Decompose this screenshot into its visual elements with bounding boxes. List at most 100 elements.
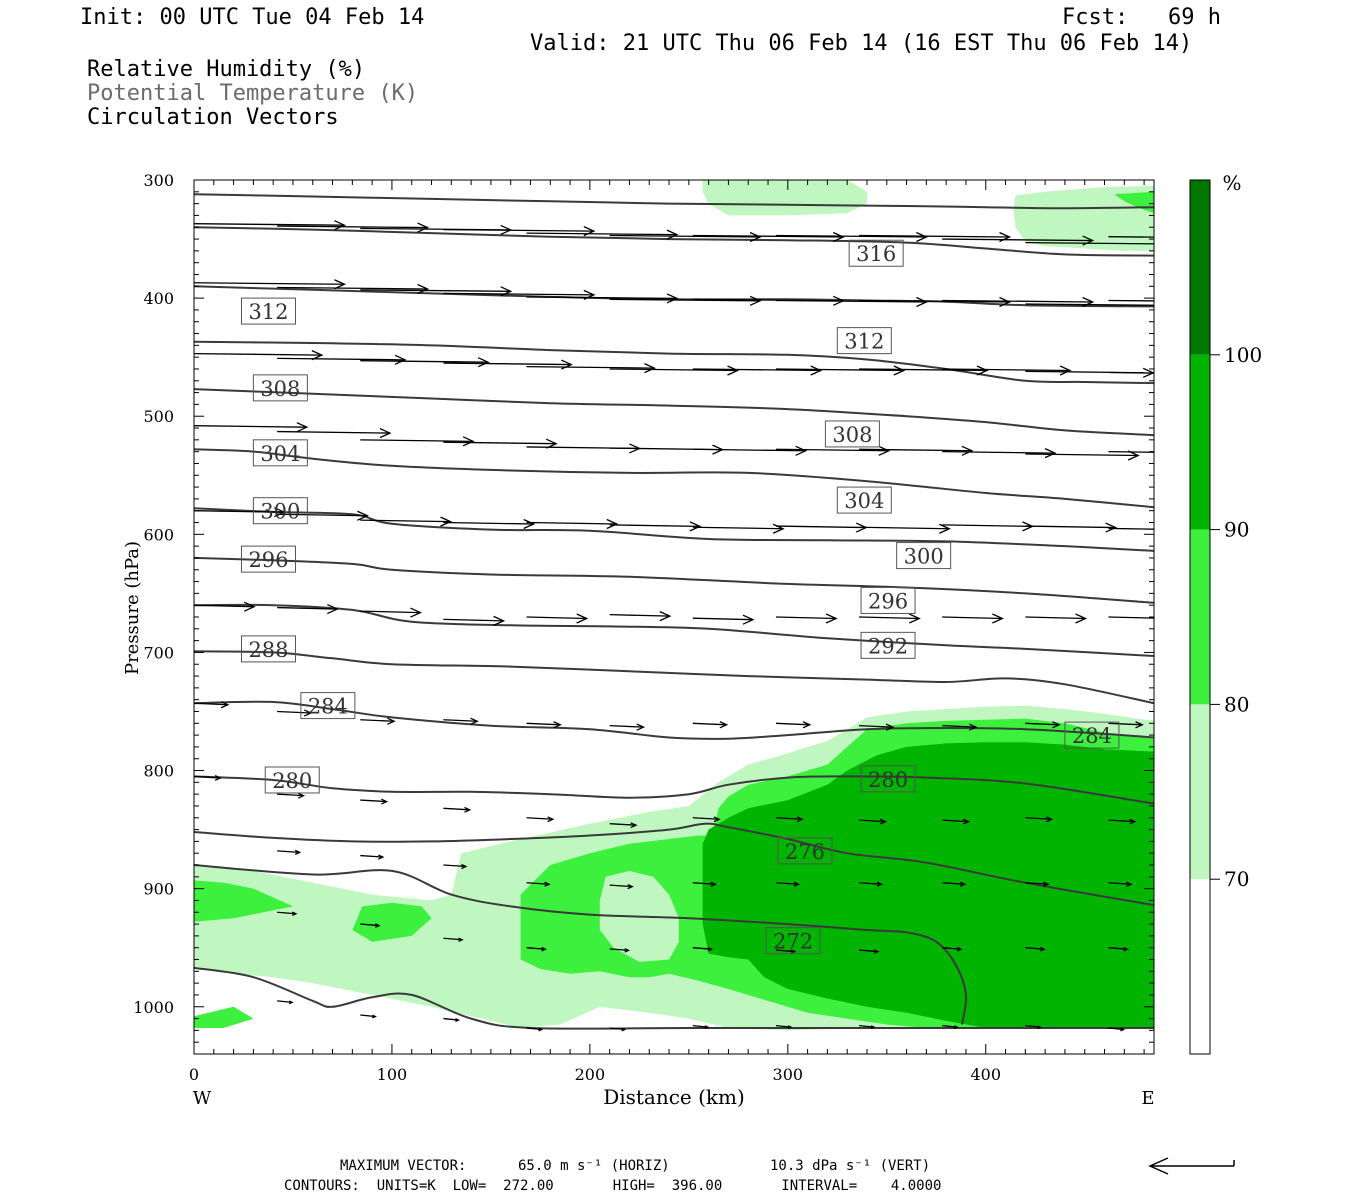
circulation-vector: [1025, 881, 1050, 887]
circulation-vector: [609, 723, 646, 731]
circulation-vector: [1025, 241, 1154, 245]
init-time: Init: 00 UTC Tue 04 Feb 14: [80, 5, 425, 30]
theta-contour-316: [194, 193, 1154, 210]
circulation-vector: [1108, 818, 1137, 825]
circulation-vector: [526, 816, 555, 823]
circulation-vector: [1025, 303, 1154, 306]
rh-region-90: [702, 742, 1154, 1028]
circulation-vector: [692, 614, 755, 625]
circulation-vector: [1025, 946, 1046, 952]
circulation-vector: [609, 295, 762, 306]
colorbar-segment: [1190, 180, 1210, 355]
circulation-vector: [609, 822, 638, 829]
colorbar-unit: %: [1222, 171, 1241, 195]
circulation-vector: [859, 445, 974, 456]
colorbar-level-label: 70: [1224, 867, 1249, 891]
max-vector-label: MAXIMUM VECTOR:: [340, 1158, 467, 1174]
contour-label: 284: [1064, 721, 1120, 749]
circulation-vector: [277, 792, 306, 799]
circulation-vector: [194, 774, 222, 781]
contour-label: 300: [896, 542, 952, 570]
circulation-vector: [194, 350, 324, 361]
colorbar-segment: [1190, 704, 1210, 880]
y-tick-label: 1000: [133, 998, 174, 1017]
contour-labels: 316 312 312 308 308 304 304 300 300 296 296 292 288 2…: [240, 239, 1120, 955]
y-tick-label: 300: [143, 171, 174, 190]
y-tick-label: 700: [143, 643, 174, 662]
contour-label-text: 296: [868, 589, 908, 613]
contour-summary: CONTOURS: UNITS=K LOW= 272.00 HIGH= 396.…: [284, 1178, 942, 1194]
circulation-vector: [277, 222, 430, 233]
x-tick-label: 300: [773, 1065, 804, 1084]
circulation-vector: [443, 518, 536, 530]
field-vectors-label: Circulation Vectors: [87, 105, 339, 130]
circulation-vector: [859, 949, 880, 954]
contour-label-text: 304: [260, 442, 300, 466]
theta-contour-312: [194, 226, 1154, 257]
rh-region-80: [352, 902, 432, 942]
contour-label-text: 300: [904, 545, 944, 569]
y-tick-label: 600: [143, 525, 174, 544]
theta-contour-296: [194, 448, 1154, 509]
circulation-vector: [859, 523, 951, 534]
contour-label: 312: [240, 297, 296, 325]
circulation-vector: [360, 436, 475, 447]
circulation-vector: [692, 721, 729, 729]
contour-label-text: 296: [248, 548, 288, 572]
circulation-vector: [609, 521, 702, 532]
y-tick-label: 400: [143, 289, 174, 308]
contour-label-text: 280: [272, 769, 312, 793]
circulation-vector: [1108, 450, 1154, 453]
y-tick-label: 900: [143, 880, 174, 899]
circulation-vector: [1108, 1027, 1126, 1032]
circulation-vector: [443, 717, 479, 725]
contour-label: 308: [824, 420, 880, 448]
circulation-vector: [1108, 721, 1144, 729]
reference-vector-arrow: [1148, 1157, 1235, 1175]
circulation-vector: [1025, 522, 1118, 533]
circulation-vector: [443, 806, 472, 813]
circulation-vector: [859, 818, 887, 825]
theta-contour-268: [194, 822, 1154, 907]
circulation-vector: [609, 883, 634, 890]
contour-label: 316: [848, 239, 904, 267]
circulation-vector: [692, 946, 714, 952]
theta-contour-292: [194, 507, 1154, 552]
contour-label: 280: [860, 765, 916, 793]
y-tick-label: 500: [143, 407, 174, 426]
theta-contour-264: [194, 864, 968, 1025]
rh-colorbar: 100 90 80 70: [1189, 179, 1262, 1055]
circulation-vector: [942, 818, 971, 825]
circulation-vector: [692, 523, 785, 534]
circulation-vector: [1108, 236, 1154, 238]
contour-label: 304: [252, 439, 308, 467]
circulation-vector: [942, 881, 967, 887]
colorbar-segment: [1190, 354, 1210, 530]
contour-label-text: 316: [856, 242, 896, 266]
contour-label-text: 312: [248, 300, 288, 324]
circulation-vector: [277, 709, 313, 717]
valid-time: Valid: 21 UTC Thu 06 Feb 14 (16 EST Thu …: [530, 31, 1193, 56]
circulation-vector: [194, 220, 347, 231]
circulation-vector: [360, 357, 490, 368]
circulation-vector: [775, 231, 928, 243]
circulation-vector: [360, 923, 381, 928]
theta-contour-276: [194, 700, 1154, 740]
contour-label: 300: [252, 497, 308, 525]
circulation-vector: [526, 363, 656, 374]
circulation-vector: [775, 296, 928, 308]
circulation-vector: [1108, 371, 1154, 374]
colorbar-segment: [1190, 529, 1210, 705]
circulation-vector: [692, 881, 717, 887]
circulation-vector: [609, 611, 672, 622]
contour-label-text: 308: [832, 423, 872, 447]
contour-label-text: 284: [308, 695, 348, 719]
circulation-vector: [526, 518, 619, 530]
circulation-vector: [1108, 299, 1154, 302]
contour-label-text: 284: [1072, 724, 1112, 748]
circulation-vector: [443, 863, 468, 870]
circulation-vector: [692, 231, 845, 243]
theta-contour-272: [194, 775, 1154, 805]
circulation-vector: [692, 1025, 710, 1030]
